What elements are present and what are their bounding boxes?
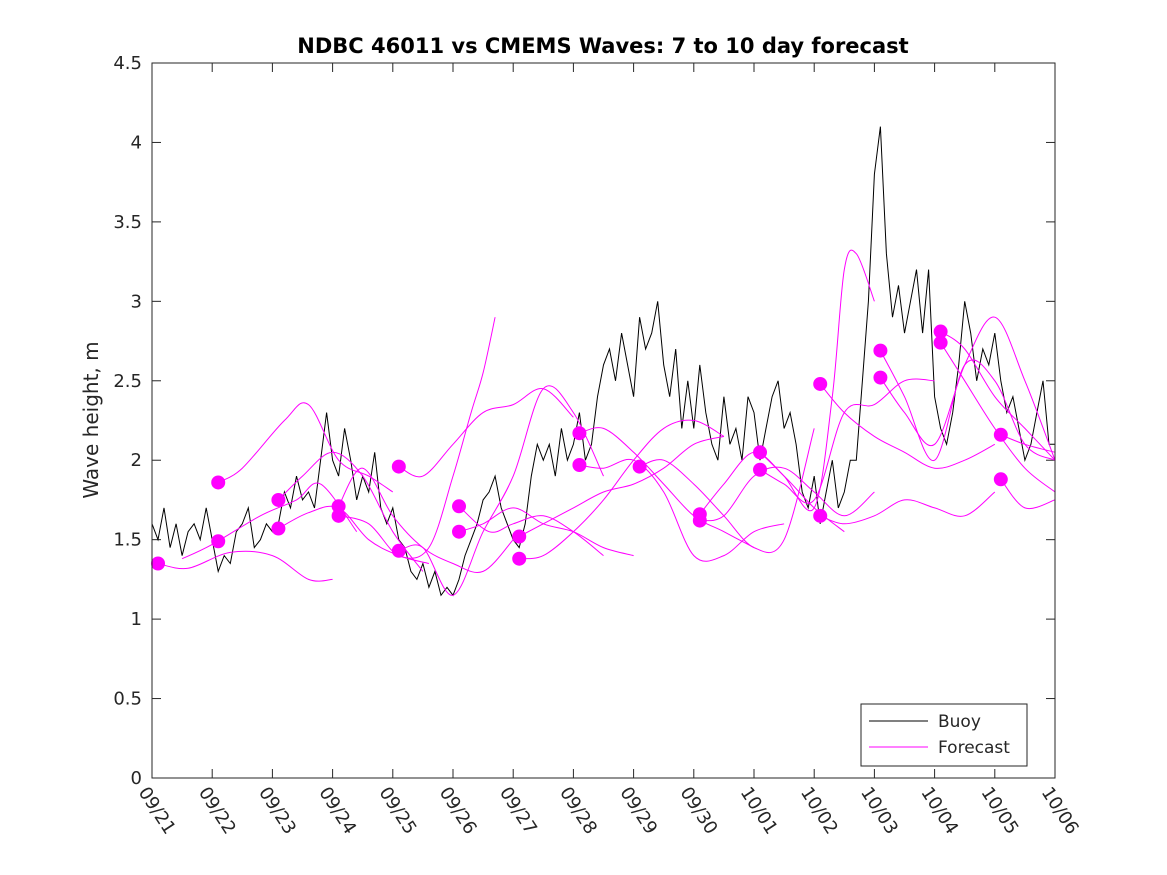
x-tick-label: 09/22 — [194, 783, 240, 838]
y-tick-label: 1.5 — [113, 530, 142, 551]
forecast-line — [940, 342, 1055, 493]
forecast-point — [753, 445, 768, 460]
x-tick-label: 09/26 — [435, 783, 481, 838]
forecast-line — [518, 435, 725, 537]
forecast-point — [512, 551, 527, 566]
x-tick-label: 09/29 — [615, 783, 661, 838]
forecast-point — [271, 521, 286, 536]
forecast-point — [813, 508, 828, 523]
plot-area — [152, 63, 1055, 778]
forecast-point — [331, 508, 346, 523]
forecast-line — [1000, 478, 1055, 510]
forecast-line — [157, 550, 333, 582]
legend-forecast-label: Forecast — [938, 738, 1010, 758]
forecast-point — [993, 427, 1008, 442]
forecast-line — [639, 428, 815, 554]
x-tick-label: 09/24 — [314, 783, 360, 838]
forecast-line — [398, 385, 604, 596]
forecast-line — [519, 419, 725, 560]
forecast-line — [181, 482, 358, 560]
forecast-point — [211, 534, 226, 549]
forecast-line — [579, 427, 755, 549]
y-tick-label: 0 — [131, 768, 142, 789]
forecast-point — [692, 513, 707, 528]
plot-frame — [151, 62, 1056, 779]
forecast-line — [820, 491, 996, 525]
forecast-point — [993, 472, 1008, 487]
forecast-point — [813, 376, 828, 391]
x-tick-label: 10/06 — [1037, 783, 1083, 838]
legend: Buoy Forecast — [860, 703, 1028, 767]
forecast-point — [933, 335, 948, 350]
forecast-point — [572, 426, 587, 441]
y-axis-label: Wave height, m — [79, 341, 103, 498]
forecast-point — [512, 529, 527, 544]
forecast-line — [699, 466, 875, 522]
x-tick-label: 09/30 — [676, 783, 722, 838]
forecast-point — [452, 499, 467, 514]
forecast-point — [632, 459, 647, 474]
forecast-line — [759, 249, 875, 512]
x-tick-label: 09/25 — [375, 783, 421, 838]
forecast-point — [572, 457, 587, 472]
series-layer — [151, 126, 1055, 597]
y-tick-label: 3 — [131, 291, 142, 312]
y-tick-label: 3.5 — [113, 212, 142, 233]
forecast-point — [211, 475, 226, 490]
forecast-point — [873, 343, 888, 358]
x-tick-label: 09/27 — [495, 783, 541, 838]
buoy-line — [152, 126, 1055, 597]
x-tick-label: 10/05 — [977, 783, 1023, 838]
y-tick-label: 0.5 — [113, 689, 142, 710]
x-tick-label: 10/04 — [916, 783, 962, 838]
legend-box — [860, 703, 1028, 767]
forecast-line — [819, 383, 996, 469]
forecast-point — [753, 462, 768, 477]
x-tick-label: 09/21 — [134, 783, 180, 838]
x-tick-label: 10/03 — [856, 783, 902, 838]
forecast-line — [217, 402, 394, 493]
y-tick-label: 4 — [131, 132, 142, 153]
y-tick-label: 4.5 — [113, 53, 142, 74]
x-tick-label: 09/28 — [555, 783, 601, 838]
forecast-line — [879, 316, 1055, 461]
forecast-point — [151, 556, 166, 571]
x-tick-label: 09/23 — [254, 783, 300, 838]
chart-title: NDBC 46011 vs CMEMS Waves: 7 to 10 day f… — [297, 34, 908, 58]
y-tick-label: 2.5 — [113, 371, 142, 392]
forecast-point — [873, 370, 888, 385]
forecast-line — [940, 331, 1055, 461]
legend-buoy-label: Buoy — [938, 712, 981, 732]
forecast-line — [579, 458, 785, 562]
x-tick-label: 10/02 — [796, 783, 842, 838]
forecast-point — [391, 459, 406, 474]
forecast-line — [338, 317, 496, 559]
forecast-point — [391, 543, 406, 558]
forecast-line — [278, 451, 424, 572]
forecast-line — [458, 505, 604, 556]
x-tick-labels: 09/21 09/22 09/23 09/24 09/25 09/26 09/27 09/28… — [134, 783, 1083, 838]
x-tick-label: 10/01 — [736, 783, 782, 838]
y-tick-label: 1 — [131, 609, 142, 630]
axis-ticks — [151, 62, 1056, 779]
y-tick-labels: 0 0.5 1 1.5 2 2.5 3 3.5 4 4.5 — [113, 53, 142, 789]
forecast-point — [271, 492, 286, 507]
y-tick-label: 2 — [131, 450, 142, 471]
forecast-point — [452, 524, 467, 539]
